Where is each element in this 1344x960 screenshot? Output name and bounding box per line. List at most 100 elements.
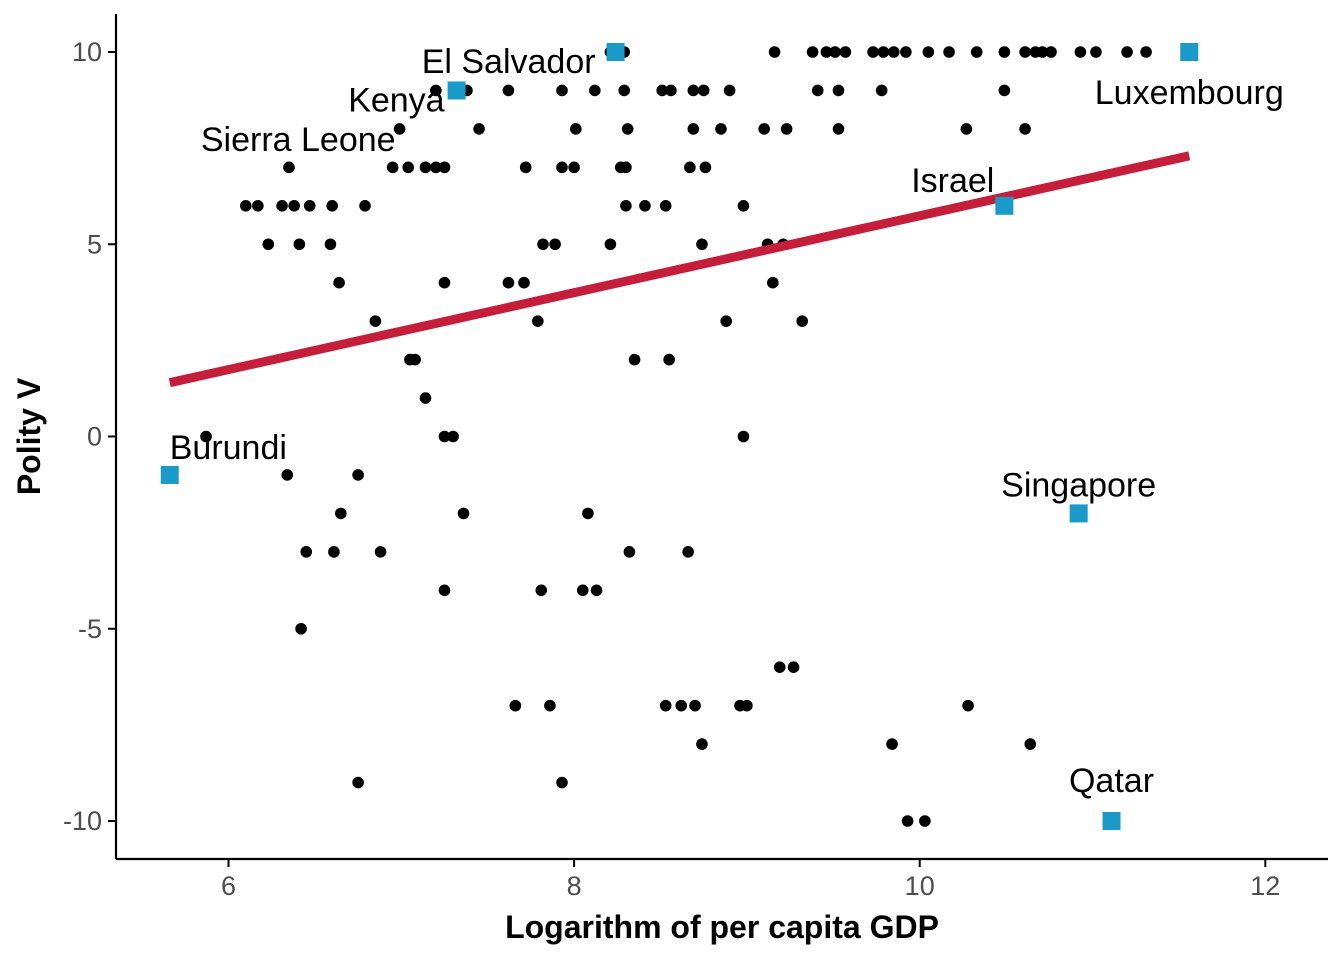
- data-point: [618, 84, 631, 97]
- data-point: [689, 699, 701, 712]
- data-point: [796, 315, 808, 327]
- data-point: [544, 699, 556, 712]
- highlight-marker: [160, 465, 179, 484]
- data-point: [430, 84, 442, 97]
- data-point: [919, 815, 931, 827]
- data-point: [922, 46, 935, 58]
- data-point: [886, 738, 898, 750]
- data-point: [639, 200, 651, 212]
- data-point: [697, 84, 710, 97]
- x-axis-ticks: 6 8 10 12: [221, 859, 1280, 901]
- data-point: [877, 46, 890, 58]
- data-point: [620, 200, 632, 212]
- data-point: [806, 46, 819, 58]
- data-point: [829, 46, 841, 58]
- data-point: [509, 699, 522, 712]
- data-point: [518, 276, 530, 289]
- data-point: [1019, 46, 1031, 58]
- data-point: [758, 123, 770, 135]
- data-point: [741, 699, 753, 712]
- data-point: [537, 238, 549, 251]
- data-point: [549, 238, 561, 251]
- x-tick-label: 10: [905, 871, 935, 901]
- data-point: [1074, 46, 1087, 58]
- data-point: [628, 353, 641, 366]
- data-point: [326, 200, 338, 212]
- data-point: [430, 161, 442, 174]
- data-point: [875, 84, 888, 97]
- country-label: El Salvador: [422, 43, 596, 81]
- data-point: [1045, 46, 1057, 58]
- data-point: [556, 161, 568, 174]
- country-label: Sierra Leone: [201, 121, 396, 159]
- data-point: [369, 315, 382, 327]
- data-point: [300, 546, 313, 558]
- data-point: [901, 815, 914, 827]
- data-point: [262, 238, 275, 251]
- data-point: [811, 84, 824, 97]
- data-point: [620, 161, 632, 174]
- country-label: Burundi: [170, 429, 287, 467]
- data-point: [295, 622, 307, 635]
- data-point: [239, 200, 252, 212]
- data-point: [419, 161, 432, 174]
- data-point: [535, 584, 548, 597]
- highlight-marker: [1069, 504, 1088, 523]
- data-point: [252, 200, 264, 212]
- data-point: [1036, 46, 1049, 58]
- data-point: [374, 546, 387, 558]
- x-axis-title: Logarithm of per capita GDP: [505, 909, 939, 945]
- data-point: [715, 123, 727, 135]
- data-point: [887, 46, 900, 58]
- data-point: [867, 46, 879, 58]
- data-point: [832, 84, 845, 97]
- y-tick-label: 10: [72, 37, 102, 67]
- data-point: [998, 46, 1011, 58]
- data-point: [604, 238, 617, 251]
- data-point: [737, 200, 750, 212]
- data-point: [623, 546, 636, 558]
- data-point: [970, 46, 983, 58]
- data-point: [675, 699, 688, 712]
- data-point: [820, 46, 833, 58]
- data-point: [998, 84, 1011, 97]
- data-point: [832, 123, 845, 135]
- data-point: [663, 353, 675, 366]
- data-point: [352, 776, 364, 789]
- data-point: [589, 84, 601, 97]
- data-point: [659, 699, 672, 712]
- data-point: [281, 469, 294, 481]
- data-point: [438, 161, 451, 174]
- data-point: [699, 161, 712, 174]
- data-point: [447, 430, 459, 443]
- data-point: [720, 315, 732, 327]
- data-point: [293, 238, 306, 251]
- data-point: [696, 738, 708, 750]
- data-point: [532, 315, 544, 327]
- data-point: [303, 200, 316, 212]
- data-point: [359, 200, 371, 212]
- data-point: [283, 161, 295, 174]
- data-point: [1090, 46, 1102, 58]
- data-point: [324, 238, 337, 251]
- data-point: [335, 507, 347, 520]
- data-point: [960, 123, 973, 135]
- data-point: [393, 123, 406, 135]
- data-point: [556, 84, 568, 97]
- y-axis-title: Polity V: [11, 377, 47, 495]
- data-point: [787, 661, 800, 673]
- data-point: [1121, 46, 1133, 58]
- data-point: [288, 200, 300, 212]
- data-point: [723, 84, 736, 97]
- y-tick-label: 5: [87, 229, 102, 259]
- y-tick-label: -10: [63, 806, 102, 836]
- data-point: [457, 507, 470, 520]
- country-label: Qatar: [1069, 762, 1154, 800]
- data-point: [590, 584, 603, 597]
- data-point: [276, 200, 288, 212]
- highlight-marker: [606, 43, 625, 61]
- data-point: [556, 776, 568, 789]
- data-points: [200, 46, 1152, 827]
